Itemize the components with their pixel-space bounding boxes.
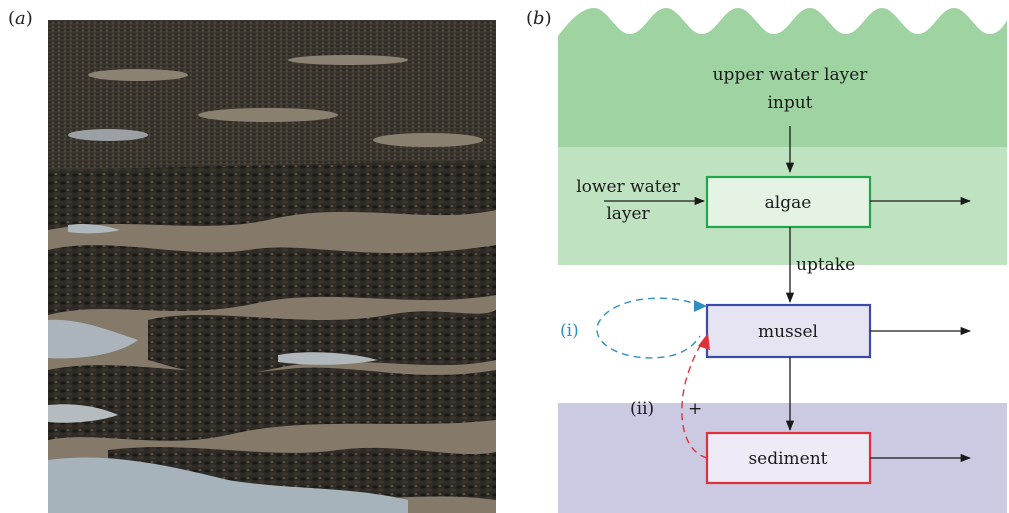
uptake-label: uptake: [796, 255, 855, 275]
loop-i-arrow: [596, 297, 703, 359]
mussel-box: [705, 303, 872, 359]
upper-water-layer: [558, 8, 1007, 147]
loop-i-label: (i): [560, 321, 579, 341]
panel-b-label: (b): [526, 8, 552, 29]
loop-i-arrowhead: [694, 300, 707, 312]
lower-water-layer-label: layer: [606, 204, 650, 224]
upper-water-label: upper water layer: [713, 65, 869, 85]
mussel-label: mussel: [758, 322, 818, 342]
upper-water-input-label: input: [767, 93, 812, 113]
algae-label: algae: [765, 193, 812, 213]
loop-ii-label: (ii): [630, 399, 654, 419]
algae-box: [705, 175, 872, 229]
panel-a-label: (a): [8, 8, 33, 29]
loop-ii-plus-sign: +: [688, 399, 702, 419]
mussel-algae-sediment-diagram: upper water layer input lower water laye…: [558, 8, 1007, 513]
sediment-box: [705, 431, 872, 485]
loop-ii-arrowhead: [698, 333, 710, 350]
loop-ii-arrow: [681, 339, 708, 459]
sediment-label: sediment: [748, 449, 827, 469]
mussel-bed-photo: [48, 20, 496, 513]
lower-water-label: lower water: [576, 177, 680, 197]
